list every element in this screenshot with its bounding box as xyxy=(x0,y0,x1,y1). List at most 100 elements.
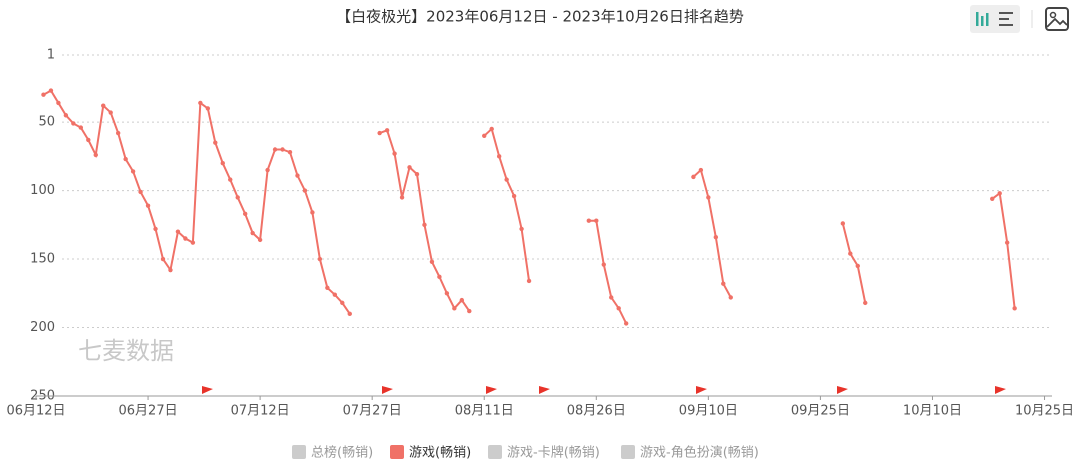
watermark: 七麦数据 xyxy=(78,337,174,365)
data-point xyxy=(86,137,91,143)
data-point xyxy=(691,174,696,180)
x-tick-label: 08月26日 xyxy=(567,404,626,419)
data-point xyxy=(183,236,188,241)
data-point xyxy=(48,88,54,93)
data-point xyxy=(257,237,263,243)
y-tick-label: 50 xyxy=(38,115,55,130)
data-point xyxy=(93,152,98,158)
data-point xyxy=(115,130,121,136)
data-point xyxy=(997,191,1002,196)
data-point xyxy=(990,196,995,201)
data-point xyxy=(586,218,592,223)
data-point xyxy=(713,234,719,240)
legend-label: 游戏(畅销) xyxy=(409,446,471,461)
legend-item[interactable]: 游戏-角色扮演(畅销) xyxy=(621,445,759,461)
data-point xyxy=(452,306,457,311)
legend-label: 总榜(畅销) xyxy=(311,445,373,461)
data-point xyxy=(698,167,704,173)
toolbar[interactable] xyxy=(970,5,1069,33)
data-point xyxy=(863,300,868,306)
data-point xyxy=(101,103,106,108)
y-tick-label: 1 xyxy=(47,48,55,63)
y-tick-label: 150 xyxy=(30,252,55,267)
data-point xyxy=(340,300,345,306)
data-point xyxy=(41,92,46,97)
data-point xyxy=(198,100,203,106)
data-point xyxy=(242,211,248,217)
data-point xyxy=(855,263,860,269)
data-point xyxy=(519,226,524,232)
data-point xyxy=(317,256,323,262)
data-point xyxy=(392,151,397,156)
data-point xyxy=(616,306,621,311)
data-point xyxy=(56,100,61,106)
y-tick-label: 200 xyxy=(30,320,55,335)
data-point xyxy=(205,106,211,111)
data-point xyxy=(325,285,330,291)
data-point xyxy=(414,171,420,177)
data-point xyxy=(437,274,442,280)
data-point xyxy=(459,297,465,303)
x-tick-label: 08月11日 xyxy=(455,404,514,419)
data-point xyxy=(302,188,308,193)
data-point xyxy=(295,173,300,178)
y-tick-label: 100 xyxy=(30,183,55,198)
data-point xyxy=(377,130,382,136)
data-point xyxy=(407,165,412,170)
data-point xyxy=(728,295,733,300)
data-point xyxy=(175,229,181,234)
data-point xyxy=(482,133,487,138)
data-point xyxy=(63,113,69,118)
data-point xyxy=(287,150,293,155)
data-point xyxy=(310,210,315,215)
x-tick-label: 09月25日 xyxy=(791,404,850,419)
data-point xyxy=(526,278,532,284)
legend-swatch xyxy=(488,445,502,459)
data-point xyxy=(213,140,218,145)
legend-item[interactable]: 游戏-卡牌(畅销) xyxy=(488,445,600,461)
x-tick-label: 06月12日 xyxy=(6,404,65,419)
legend-item[interactable]: 游戏(畅销) xyxy=(390,445,471,461)
data-point xyxy=(1004,240,1010,245)
data-point xyxy=(138,189,143,195)
x-tick-label: 07月27日 xyxy=(343,404,402,419)
x-tick-label: 07月12日 xyxy=(231,404,290,419)
x-tick-label: 06月27日 xyxy=(119,404,178,419)
data-point xyxy=(721,281,726,286)
data-point xyxy=(168,267,173,273)
data-point xyxy=(108,110,113,115)
data-point xyxy=(489,126,494,132)
data-point xyxy=(422,222,427,228)
data-point xyxy=(272,147,278,152)
data-point xyxy=(78,125,84,130)
data-point xyxy=(594,218,599,223)
data-point xyxy=(399,195,405,200)
save-image-button[interactable] xyxy=(1045,7,1069,31)
data-point xyxy=(848,251,853,256)
data-point xyxy=(467,308,472,314)
data-point xyxy=(601,262,606,267)
data-point xyxy=(444,291,450,296)
data-point xyxy=(840,221,846,226)
legend-swatch xyxy=(292,445,306,459)
legend-item[interactable]: 总榜(畅销) xyxy=(292,445,373,461)
data-point xyxy=(504,177,509,182)
legend-swatch xyxy=(621,445,635,459)
data-point xyxy=(280,147,285,152)
data-point xyxy=(429,259,435,264)
data-point xyxy=(160,256,166,262)
legend-label: 游戏-卡牌(畅销) xyxy=(507,445,600,461)
data-point xyxy=(235,195,240,200)
x-tick-label: 10月25日 xyxy=(1015,404,1074,419)
data-point xyxy=(511,193,517,199)
data-point xyxy=(220,160,225,166)
series-line xyxy=(42,89,1016,324)
data-point xyxy=(265,167,270,173)
chart-title: 【白夜极光】2023年06月12日 - 2023年10月26日排名趋势 xyxy=(336,8,744,26)
data-point xyxy=(190,240,196,245)
data-point xyxy=(123,156,128,162)
data-point xyxy=(347,311,352,317)
data-point xyxy=(1012,306,1017,311)
data-point xyxy=(71,121,76,126)
